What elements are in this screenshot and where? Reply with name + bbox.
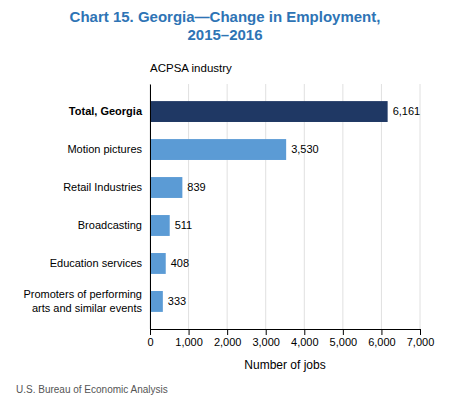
- x-tick-label: 7,000: [407, 336, 435, 348]
- x-tick-mark: [150, 329, 151, 335]
- bar: [150, 101, 388, 122]
- bar: [150, 177, 182, 198]
- x-tick-mark: [266, 329, 267, 335]
- y-tick: Education services: [50, 257, 150, 269]
- x-tick-mark: [304, 329, 305, 335]
- y-tick-label: Promoters of performingarts and similar …: [23, 288, 142, 313]
- grid: [150, 84, 420, 329]
- grid-line: [420, 84, 421, 329]
- y-axis: Promoters of performingarts and similar …: [23, 85, 150, 330]
- x-tick-mark: [420, 329, 421, 335]
- bars: [150, 101, 388, 312]
- bar: [150, 215, 170, 236]
- plot-area: 333 408 511 839 3,530 6,161 0 1,000 2,000 3,000 4,…: [23, 84, 434, 348]
- x-tick-mark: [381, 329, 382, 335]
- x-tick-label: 1,000: [175, 336, 203, 348]
- x-tick: 0: [147, 329, 153, 348]
- x-axis-title: Number of jobs: [244, 358, 325, 372]
- title: Chart 15. Georgia—Change in Employment,2…: [70, 8, 381, 43]
- x-tick-mark: [189, 329, 190, 335]
- y-axis-line: [150, 85, 151, 330]
- footer: U.S. Bureau of Economic Analysis: [16, 384, 168, 395]
- y-tick: Broadcasting: [78, 219, 150, 231]
- x-tick-label: 4,000: [291, 336, 319, 348]
- chart: Chart 15. Georgia—Change in Employment,2…: [0, 0, 450, 401]
- x-tick: 2,000: [214, 329, 242, 348]
- y-tick: Total, Georgia: [69, 105, 150, 117]
- data-label: 511: [175, 219, 193, 231]
- x-tick: 6,000: [368, 329, 396, 348]
- data-label: 839: [187, 181, 205, 193]
- x-tick: 5,000: [330, 329, 358, 348]
- y-tick-label: Total, Georgia: [69, 105, 143, 117]
- y-axis-title: ACPSA industry: [150, 62, 232, 74]
- x-tick-label: 6,000: [368, 336, 396, 348]
- x-tick: 7,000: [407, 329, 435, 348]
- x-tick: 4,000: [291, 329, 319, 348]
- y-tick-label: Education services: [50, 257, 143, 269]
- y-tick-label: Retail Industries: [63, 181, 142, 193]
- x-tick-label: 0: [147, 336, 153, 348]
- x-tick-mark: [227, 329, 228, 335]
- data-label: 408: [171, 257, 189, 269]
- x-tick-label: 2,000: [214, 336, 242, 348]
- y-tick-label: Broadcasting: [78, 219, 142, 231]
- y-tick: Promoters of performingarts and similar …: [23, 288, 150, 313]
- x-axis: 0 1,000 2,000 3,000 4,000 5,000 6,000 7,000: [147, 329, 434, 348]
- data-label: 6,161: [393, 105, 421, 117]
- y-tick-label: Motion pictures: [67, 143, 142, 155]
- bar: [150, 253, 166, 274]
- bar: [150, 291, 163, 312]
- x-axis-line: [151, 330, 421, 336]
- y-tick: Retail Industries: [63, 181, 150, 193]
- data-labels: 333 408 511 839 3,530 6,161: [168, 105, 420, 307]
- data-label: 3,530: [291, 143, 319, 155]
- data-label: 333: [168, 295, 186, 307]
- y-tick: Motion pictures: [67, 143, 150, 155]
- x-tick-mark: [343, 329, 344, 335]
- x-tick-label: 5,000: [330, 336, 358, 348]
- bar: [150, 139, 286, 160]
- x-tick: 3,000: [252, 329, 280, 348]
- grid-line: [150, 84, 151, 329]
- x-tick-label: 3,000: [252, 336, 280, 348]
- x-tick: 1,000: [175, 329, 203, 348]
